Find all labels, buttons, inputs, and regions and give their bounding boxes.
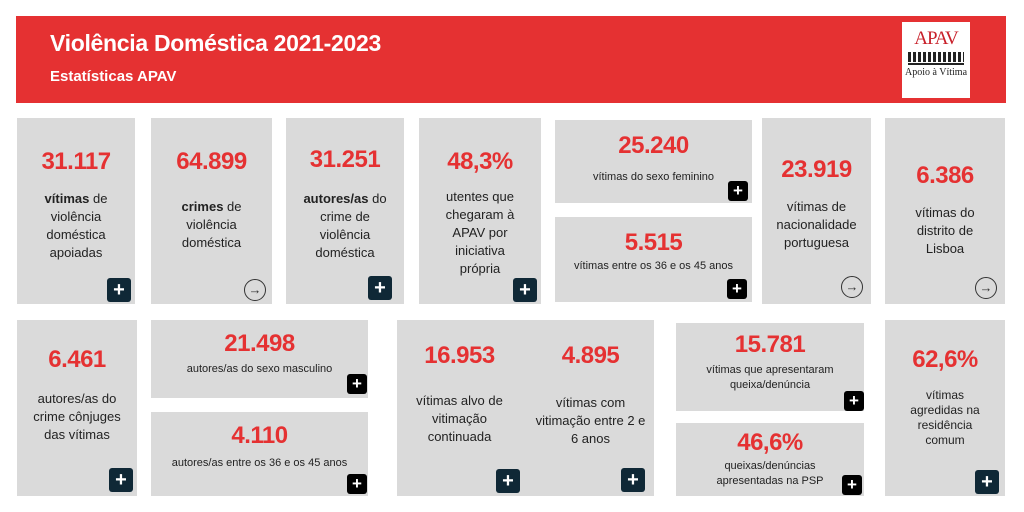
stat-card: 64.899 crimes de violência doméstica →: [151, 118, 272, 304]
stat-value: 31.251: [309, 146, 381, 173]
stat-label-bold: crimes: [181, 199, 224, 214]
stat-card: 15.781 vítimas que apresentaram queixa/d…: [676, 323, 864, 411]
plus-icon[interactable]: +: [728, 181, 748, 201]
arrow-right-icon[interactable]: →: [841, 276, 863, 298]
stat-card: 48,3% utentes que chegaram à APAV por in…: [419, 118, 541, 304]
stat-label-text: do crime de violência doméstica: [315, 191, 387, 260]
stat-label: vítimas do sexo feminino: [592, 171, 715, 183]
stat-label-text: de violência doméstica: [181, 199, 242, 250]
plus-icon[interactable]: +: [368, 276, 392, 300]
stat-label: utentes que chegaram à APAV por iniciati…: [445, 189, 515, 276]
arrow-right-icon[interactable]: →: [975, 277, 997, 299]
stat-label: crimes de violência doméstica: [161, 198, 262, 252]
stat-label: vítimas alvo de vitimação continuada: [416, 393, 503, 444]
stat-label: vítimas com vitimação entre 2 e 6 anos: [535, 395, 646, 446]
stat-card: 31.117 vítimas de violência doméstica ap…: [17, 118, 135, 304]
logo-name: APAV: [914, 28, 959, 49]
stat-label: autores/as entre os 36 e os 45 anos: [171, 457, 348, 469]
stat-card: 31.251 autores/as do crime de violência …: [286, 118, 404, 304]
stat-value: 6.386: [916, 162, 974, 189]
stat-card-pair: 16.953 vítimas alvo de vitimação continu…: [397, 320, 654, 496]
stat-value: 4.110: [231, 422, 288, 449]
plus-icon[interactable]: +: [621, 468, 645, 492]
plus-icon[interactable]: +: [347, 374, 367, 394]
stat-value: 31.117: [41, 148, 111, 175]
plus-icon[interactable]: +: [842, 475, 862, 495]
stat-card: 23.919 vítimas de nacionalidade portugue…: [762, 118, 871, 304]
stat-label: autores/as do crime de violência domésti…: [296, 190, 394, 262]
stat-value: 5.515: [624, 229, 683, 256]
stat-value: 6.461: [48, 346, 106, 373]
stat-card: 46,6% queixas/denúncias apresentadas na …: [676, 423, 864, 496]
stat-label: autores/as do sexo masculino: [186, 363, 333, 375]
stat-value: 48,3%: [447, 148, 513, 175]
plus-icon[interactable]: +: [975, 470, 999, 494]
stat-label-bold: vítimas: [44, 191, 90, 206]
plus-icon[interactable]: +: [107, 278, 131, 302]
stat-value: 64.899: [176, 148, 247, 175]
stat-label: vítimas entre os 36 e os 45 anos: [574, 260, 733, 272]
stat-value: 21.498: [224, 330, 295, 357]
stat-label: autores/as do crime cônjuges das vítimas: [33, 391, 121, 442]
stat-card: 6.461 autores/as do crime cônjuges das v…: [17, 320, 137, 496]
plus-icon[interactable]: +: [513, 278, 537, 302]
stat-label: vítimas de nacionalidade portuguesa: [776, 199, 857, 250]
plus-icon[interactable]: +: [347, 474, 367, 494]
stat-card: 62,6% vítimas agredidas na residência co…: [885, 320, 1005, 496]
apav-logo[interactable]: APAV Apoio à Vítima: [902, 22, 970, 98]
stat-card: 6.386 vítimas do distrito de Lisboa →: [885, 118, 1005, 304]
stat-card: 4.110 autores/as entre os 36 e os 45 ano…: [151, 412, 368, 496]
stat-value: 4.895: [561, 342, 620, 369]
page-title: Violência Doméstica 2021-2023: [50, 30, 381, 56]
stat-label-bold: autores/as: [303, 191, 369, 206]
stat-value: 46,6%: [737, 429, 803, 456]
plus-icon[interactable]: +: [109, 468, 133, 492]
logo-people-icon: [908, 52, 964, 62]
plus-icon[interactable]: +: [844, 391, 864, 411]
arrow-right-icon[interactable]: →: [244, 279, 266, 301]
stat-value: 23.919: [781, 156, 852, 183]
stat-value: 25.240: [618, 132, 689, 159]
logo-divider: [908, 63, 964, 65]
page-subtitle: Estatísticas APAV: [50, 68, 177, 85]
plus-icon[interactable]: +: [496, 469, 520, 493]
stat-value: 16.953: [424, 342, 495, 369]
stat-card: 25.240 vítimas do sexo feminino +: [555, 120, 752, 203]
stat-label: vítimas que apresentaram queixa/denúncia: [706, 364, 834, 391]
plus-icon[interactable]: +: [727, 279, 747, 299]
logo-tagline: Apoio à Vítima: [904, 67, 968, 78]
stat-value: 15.781: [734, 331, 806, 358]
stat-card: 21.498 autores/as do sexo masculino +: [151, 320, 368, 398]
stat-label: vítimas agredidas na residência comum: [910, 388, 980, 447]
stat-label-text: de violência doméstica apoiadas: [46, 191, 108, 260]
stat-label: vítimas do distrito de Lisboa: [915, 205, 975, 256]
header-banner: Violência Doméstica 2021-2023 Estatístic…: [16, 16, 1006, 103]
stat-card: 5.515 vítimas entre os 36 e os 45 anos +: [555, 217, 752, 302]
stat-label: vítimas de violência doméstica apoiadas: [27, 190, 125, 262]
stat-value: 62,6%: [912, 346, 978, 373]
stat-label: queixas/denúncias apresentadas na PSP: [716, 460, 824, 487]
